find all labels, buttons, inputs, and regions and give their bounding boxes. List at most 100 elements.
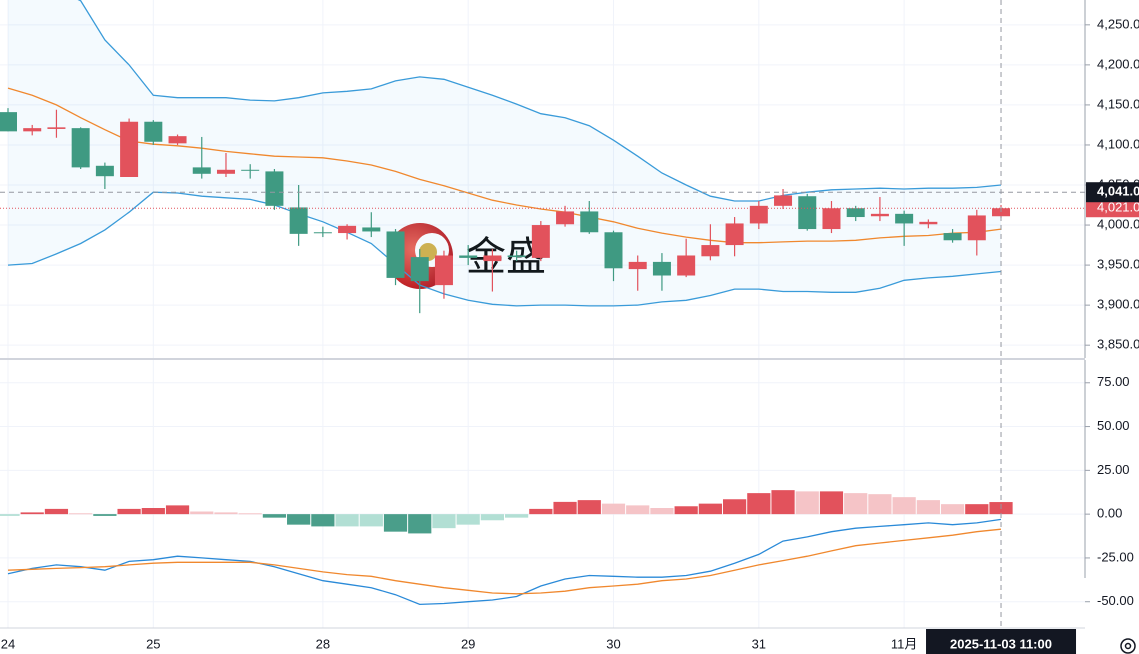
candle-body <box>749 205 768 224</box>
macd-histogram-bar <box>965 504 989 515</box>
bollinger-line <box>7 87 1002 244</box>
x-tick-label: 30 <box>606 636 620 651</box>
candle-body <box>95 165 114 177</box>
y-tick-label: 50.00 <box>1097 418 1130 433</box>
candle-body <box>628 261 647 270</box>
macd-histogram-bar <box>771 490 795 515</box>
candle-body <box>531 225 550 258</box>
candle-body <box>192 167 211 174</box>
settings-gear[interactable] <box>1120 638 1136 654</box>
candle-body <box>410 257 429 282</box>
candle-body <box>144 121 163 142</box>
candle-body <box>556 211 575 225</box>
candle-body <box>725 223 744 246</box>
macd-histogram-bar <box>892 497 916 515</box>
macd-histogram-bar <box>674 506 698 515</box>
macd-histogram-bar <box>529 508 553 515</box>
last-price-badge <box>1086 199 1139 218</box>
crosshair-price-label: 4,041.00 <box>1097 184 1139 199</box>
macd-pane <box>0 490 1013 606</box>
macd-histogram-bar <box>505 514 529 518</box>
y-tick-label: 75.00 <box>1097 374 1130 389</box>
candle-body <box>967 215 986 241</box>
last-price-label: 4,021.00 <box>1097 200 1139 215</box>
candle-body <box>313 232 332 234</box>
macd-histogram-bar <box>141 508 165 515</box>
y-tick-label: -50.00 <box>1097 593 1134 608</box>
macd-histogram-bar <box>553 501 577 515</box>
macd-histogram-bar <box>650 508 674 515</box>
y-tick-label: 0.00 <box>1097 506 1122 521</box>
y-tick-label: -25.00 <box>1097 549 1134 564</box>
grid <box>0 0 1085 628</box>
macd-histogram-bar <box>577 500 601 515</box>
y-tick-label: 4,100.00 <box>1097 136 1139 151</box>
macd-histogram-bar <box>359 514 383 527</box>
candle-body <box>870 213 889 217</box>
candle-body <box>677 255 696 276</box>
y-tick-label: 3,850.00 <box>1097 337 1139 352</box>
candle-body <box>265 171 284 206</box>
y-tick-label: 4,150.00 <box>1097 96 1139 111</box>
candle-body <box>822 208 841 230</box>
macd-histogram-bar <box>20 512 44 515</box>
macd-histogram-bar <box>335 514 359 527</box>
macd-histogram-bar <box>698 503 722 515</box>
candle-body <box>0 112 17 132</box>
x-tick-label: 24 <box>1 636 15 651</box>
bollinger-line <box>7 191 1002 307</box>
macd-histogram-bar <box>844 493 868 515</box>
macd-histogram-bar <box>214 512 238 515</box>
candle-body <box>338 225 357 234</box>
candle-body <box>992 208 1011 217</box>
settings-icon[interactable] <box>1120 638 1136 654</box>
macd-histogram-bar <box>190 511 214 515</box>
macd-histogram-bar <box>795 491 819 515</box>
y-tick-label: 4,200.00 <box>1097 56 1139 71</box>
candle-body <box>774 195 793 206</box>
candle-body <box>580 211 599 233</box>
macd-histogram-bar <box>69 513 93 515</box>
macd-line <box>7 528 1002 595</box>
crosshair-time-badge <box>926 629 1077 654</box>
y-tick-label: 4,000.00 <box>1097 216 1139 231</box>
x-tick-label: 31 <box>752 636 766 651</box>
bollinger-band-fill <box>8 0 1002 306</box>
settings-gear-hub[interactable] <box>1124 642 1132 650</box>
candle-body <box>120 121 139 177</box>
candle-body <box>895 213 914 224</box>
candle-body <box>362 227 381 232</box>
x-tick-label: 29 <box>461 636 475 651</box>
macd-histogram-bar <box>0 514 20 516</box>
macd-histogram-bar <box>311 514 335 527</box>
candle-body <box>846 208 865 218</box>
candle-body <box>47 127 66 129</box>
macd-histogram-bar <box>722 499 747 515</box>
y-tick-label: 25.00 <box>1097 462 1130 477</box>
candle-body <box>604 232 623 269</box>
macd-histogram-bar <box>44 508 69 515</box>
candle-body <box>652 261 671 276</box>
candle-body <box>434 255 453 286</box>
candle-body <box>289 207 308 234</box>
y-tick-label: 4,250.00 <box>1097 16 1139 31</box>
candle-body <box>459 255 478 258</box>
macd-histogram-bar <box>262 514 287 518</box>
price-pane <box>0 0 1011 314</box>
macd-histogram-bar <box>601 503 626 515</box>
macd-histogram-bar <box>819 491 844 515</box>
candle-body <box>701 245 720 257</box>
axes: 24 25 28 29 30 31 11月 4,250.00 4,200.00 4,150.00 4… <box>1 16 1139 651</box>
crosshair-time-label: 2025-11-03 11:00 <box>950 636 1052 651</box>
macd-histogram-bar <box>383 514 408 532</box>
macd-histogram-bar <box>916 500 940 515</box>
macd-histogram-bar <box>117 508 141 515</box>
crosshair-price-badge <box>1086 182 1139 203</box>
candle-body <box>507 255 526 258</box>
candle-body <box>216 169 235 174</box>
macd-histogram-bar <box>93 514 117 516</box>
macd-histogram-bar <box>940 504 965 515</box>
macd-line <box>7 518 1002 606</box>
macd-histogram-bar <box>238 513 262 515</box>
